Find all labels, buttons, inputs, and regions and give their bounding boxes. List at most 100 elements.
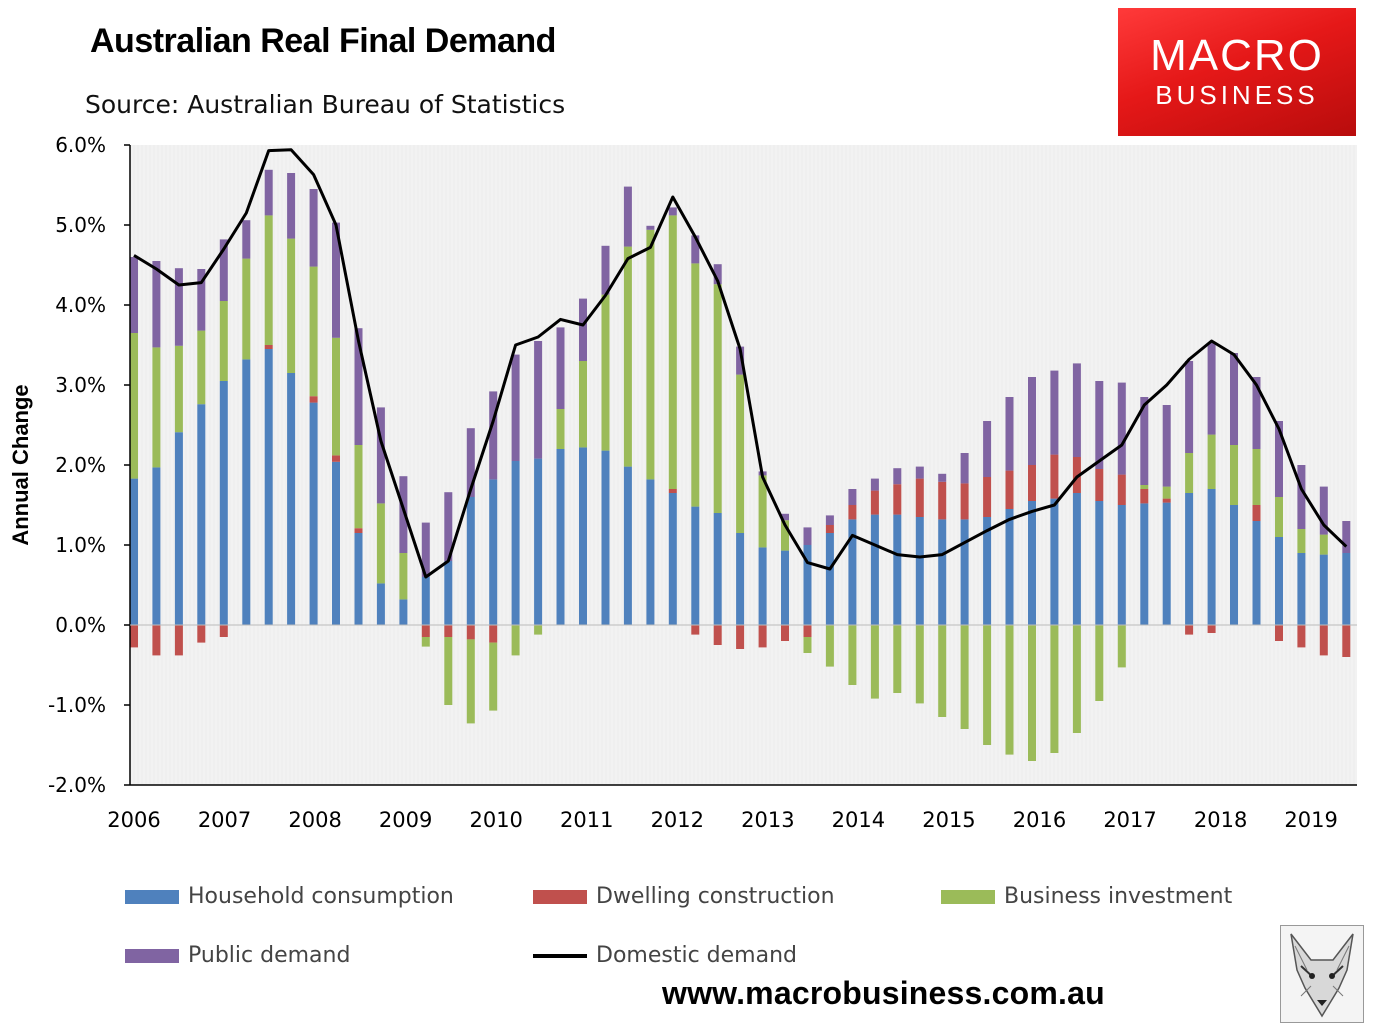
x-tick-label: 2010	[469, 808, 522, 832]
y-tick-label: 2.0%	[55, 453, 106, 477]
bar-business	[758, 475, 767, 548]
bar-household	[489, 479, 498, 625]
bar-public	[1117, 382, 1126, 475]
macrobusiness-logo[interactable]: MACRO BUSINESS	[1118, 8, 1356, 136]
bar-household	[1230, 505, 1238, 625]
y-tick-labels: -2.0% -1.0% 0.0% 1.0% 2.0% 3.0% 4.0% 5.0% 6.0%	[48, 133, 106, 797]
legend-public[interactable]: Public demand	[125, 943, 350, 968]
bar-household	[1275, 537, 1283, 625]
bar-dwelling	[354, 528, 363, 533]
bar-dwelling	[1319, 625, 1328, 656]
y-tick-label: -1.0%	[48, 693, 106, 717]
bar-public	[264, 169, 273, 216]
bar-public	[152, 261, 161, 348]
x-tick-label: 2007	[198, 808, 251, 832]
bar-public	[668, 207, 677, 216]
bar-dwelling	[1342, 625, 1351, 657]
legend-label-household: Household consumption	[188, 884, 454, 909]
bar-household	[376, 583, 385, 625]
bar-dwelling	[1005, 470, 1014, 509]
bar-public	[938, 473, 947, 482]
bar-business	[1117, 625, 1126, 668]
bar-household	[893, 514, 902, 625]
bar-business	[264, 215, 273, 345]
legend-domestic[interactable]: Domestic demand	[533, 943, 797, 968]
bar-public	[691, 235, 700, 264]
bar-dwelling	[309, 396, 318, 403]
bar-public	[219, 239, 228, 301]
bar-business	[1252, 449, 1261, 505]
chart-subtitle: Source: Australian Bureau of Statistics	[85, 90, 566, 119]
bar-public	[736, 346, 745, 375]
y-tick-label: 4.0%	[55, 293, 106, 317]
bar-business	[623, 246, 632, 467]
bar-public	[399, 476, 408, 553]
bar-dwelling	[713, 625, 722, 645]
bar-business	[960, 625, 969, 729]
bar-dwelling	[466, 625, 475, 640]
bar-business	[1028, 625, 1036, 761]
bar-dwelling	[197, 625, 206, 643]
bar-public	[466, 428, 475, 497]
bar-household	[1185, 493, 1194, 625]
bar-business	[309, 266, 318, 397]
bar-business	[915, 625, 924, 704]
bar-dwelling	[1162, 498, 1171, 503]
bar-public	[579, 298, 587, 361]
bar-public	[174, 268, 183, 346]
bar-household	[444, 561, 453, 625]
bar-public	[983, 421, 992, 477]
legend-dwelling[interactable]: Dwelling construction	[533, 884, 835, 909]
x-tick-label: 2017	[1103, 808, 1156, 832]
bar-dwelling	[960, 483, 969, 520]
bar-public	[870, 478, 879, 491]
bar-business	[983, 625, 992, 745]
x-tick-labels: 2006 2007 2008 2009 2010 2011 2012 2013 2014 2015…	[107, 808, 1338, 832]
bar-dwelling	[174, 625, 183, 656]
bar-business	[489, 642, 498, 711]
bar-business	[736, 374, 745, 533]
bar-business	[444, 637, 453, 705]
line-series	[133, 148, 1348, 579]
chart-title: Australian Real Final Demand	[90, 22, 556, 60]
bar-public	[130, 257, 138, 333]
bar-public	[489, 391, 498, 480]
bar-household	[1252, 521, 1261, 625]
y-tick-label: 1.0%	[55, 533, 106, 557]
bar-dwelling	[736, 625, 745, 649]
bar-business	[174, 345, 183, 433]
bar-household	[197, 404, 206, 625]
bar-dwelling	[825, 525, 834, 533]
bar-public	[848, 489, 857, 505]
bar-household	[758, 547, 767, 625]
bar-business	[668, 215, 677, 489]
bar-household	[130, 478, 138, 625]
bar-business	[399, 553, 408, 600]
bar-public	[713, 264, 722, 285]
legend-business[interactable]: Business investment	[941, 884, 1232, 909]
bar-public	[1252, 377, 1261, 449]
bar-dwelling	[130, 625, 138, 648]
bar-household	[915, 517, 924, 625]
website-link[interactable]: www.macrobusiness.com.au	[662, 975, 1105, 1011]
bar-public	[781, 513, 789, 521]
bar-dwelling	[1072, 457, 1081, 493]
bar-dwelling	[1095, 469, 1104, 501]
x-tick-label: 2011	[560, 808, 613, 832]
bar-household	[668, 493, 677, 625]
bar-business	[219, 301, 228, 381]
bar-series	[130, 169, 1351, 761]
bar-business	[1230, 445, 1238, 505]
bar-household	[646, 479, 655, 625]
x-tick-label: 2016	[1013, 808, 1066, 832]
y-tick-label: 3.0%	[55, 373, 106, 397]
bar-business	[781, 520, 789, 551]
bar-household	[691, 506, 700, 625]
bar-household	[556, 449, 565, 625]
legend-swatch-public	[125, 948, 179, 963]
bar-business	[601, 294, 610, 451]
bar-public	[960, 453, 969, 484]
logo-line-1: MACRO	[1150, 31, 1324, 80]
bar-household	[1140, 503, 1149, 625]
legend-household[interactable]: Household consumption	[125, 884, 454, 909]
